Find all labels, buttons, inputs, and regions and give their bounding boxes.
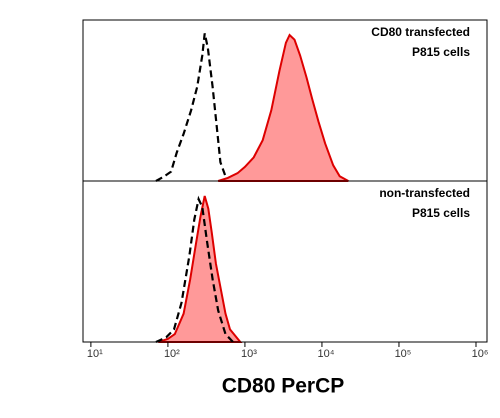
- x-tick-label: 10⁶: [472, 348, 489, 360]
- annotation: P815 cells: [412, 206, 470, 220]
- annotation: P815 cells: [412, 45, 470, 59]
- x-tick-label: 10⁴: [317, 348, 334, 360]
- histogram-area: [157, 195, 243, 343]
- histogram-line: [155, 33, 232, 182]
- annotation: CD80 transfected: [371, 25, 470, 39]
- x-axis-label: CD80 PerCP: [222, 375, 345, 398]
- histogram-line: [155, 195, 234, 343]
- panel-frame: [82, 180, 488, 343]
- x-tick-label: 10¹: [87, 348, 103, 360]
- histogram-area: [217, 33, 349, 182]
- annotation: non-transfected: [379, 186, 470, 200]
- x-tick-label: 10³: [241, 348, 257, 360]
- x-tick-label: 10²: [164, 348, 180, 360]
- x-tick-label: 10⁵: [395, 348, 412, 360]
